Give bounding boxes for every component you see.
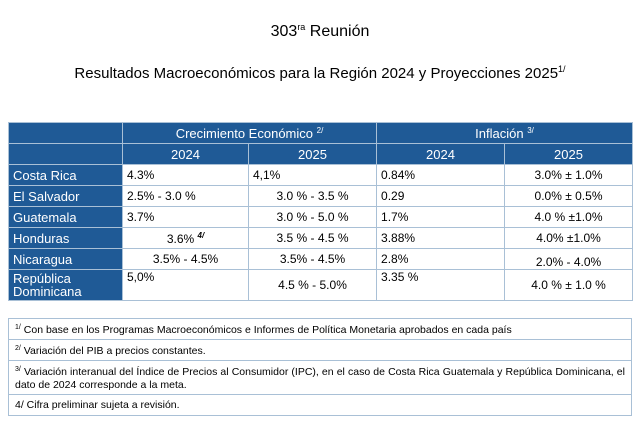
inflation-2025-cell: 4.0 % ±1.0% (504, 206, 634, 228)
footnote-mark: 1/ (15, 324, 21, 331)
inflation-2024-cell: 3.35 % (376, 269, 506, 301)
growth-2024-value: 3.6% (166, 231, 195, 246)
header-blank-cell (8, 122, 123, 144)
header-growth-label: Crecimiento Económico (175, 125, 313, 141)
table-row-guatemala: Guatemala 3.7% 3.0 % - 5.0 % 1.7% 4.0 % … (8, 206, 634, 228)
header-growth: Crecimiento Económico 2/ (121, 122, 378, 144)
growth-2025-cell: 4.5 % - 5.0% (247, 269, 378, 301)
header-blank-cell (8, 143, 123, 165)
table-row-nicaragua: Nicaragua 3.5% - 4.5% 3.5% - 4.5% 2.8% 2… (8, 248, 634, 270)
growth-2025-cell: 3.0 % - 5.0 % (247, 206, 378, 228)
inflation-2025-cell: 4.0% ±1.0% (504, 227, 634, 249)
table-row-el-salvador: El Salvador 2.5% - 3.0 % 3.0 % - 3.5 % 0… (8, 185, 634, 207)
footnote-text: Variación interanual del Índice de Preci… (15, 366, 625, 391)
country-cell: El Salvador (8, 185, 123, 207)
inflation-2025-cell: 0.0% ± 0.5% (504, 185, 634, 207)
footnote-mark: 3/ (15, 366, 21, 373)
footnote-row: 1/ Con base en los Programas Macroeconóm… (8, 318, 632, 340)
header-inflation: Inflación 3/ (376, 122, 634, 144)
growth-2025-cell: 3.0 % - 3.5 % (247, 185, 378, 207)
footnote-mark: 2/ (15, 345, 21, 352)
results-title-text: Resultados Macroeconómicos para la Regió… (74, 65, 559, 82)
header-year-inflation-2025: 2025 (504, 143, 634, 165)
header-year-growth-2025: 2025 (247, 143, 378, 165)
growth-2024-cell: 4.3% (122, 164, 249, 186)
table-group-header-row: Crecimiento Económico 2/ Inflación 3/ (8, 122, 634, 144)
header-year-inflation-2024: 2024 (376, 143, 506, 165)
growth-2024-cell: 3.7% (122, 206, 249, 228)
table-year-header-row: 2024 2025 2024 2025 (8, 143, 634, 165)
growth-2024-cell: 3.6% 4/ (122, 227, 249, 249)
meeting-number-suffix: ra (297, 22, 306, 32)
country-cell: Guatemala (8, 206, 123, 228)
meeting-word: Reunión (309, 23, 370, 40)
country-cell: República Dominicana (8, 269, 123, 301)
growth-2024-cell: 3.5% - 4.5% (122, 248, 249, 270)
inflation-2025-cell: 3.0% ± 1.0% (504, 164, 634, 186)
country-cell: Nicaragua (8, 248, 123, 270)
footnote-1: 1/ Con base en los Programas Macroeconóm… (8, 318, 632, 340)
results-title: Resultados Macroeconómicos para la Regió… (0, 64, 640, 82)
macro-results-table: Crecimiento Económico 2/ Inflación 3/ 20… (8, 122, 634, 301)
footnotes-table: 1/ Con base en los Programas Macroeconóm… (8, 318, 632, 416)
country-cell: Honduras (8, 227, 123, 249)
footnote-2: 2/ Variación del PIB a precios constante… (8, 339, 632, 361)
footnote-3: 3/ Variación interanual del Índice de Pr… (8, 360, 632, 395)
growth-2025-cell: 3.5 % - 4.5 % (247, 227, 378, 249)
header-inflation-label: Inflación (475, 125, 524, 141)
footnote-text: Con base en los Programas Macroeconómico… (23, 324, 512, 336)
growth-2024-cell: 5,0% (122, 269, 249, 301)
meeting-number: 303 (270, 23, 298, 40)
table-row-costa-rica: Costa Rica 4.3% 4,1% 0.84% 3.0% ± 1.0% (8, 164, 634, 186)
inflation-2025-cell: 4.0 % ± 1.0 % (504, 269, 634, 301)
header-year-growth-2024: 2024 (122, 143, 249, 165)
table-row-republica-dominicana: República Dominicana 5,0% 4.5 % - 5.0% 3… (8, 269, 634, 301)
inflation-2024-cell: 0.29 (376, 185, 506, 207)
inflation-2025-cell: 2.0% - 4.0% (504, 248, 634, 270)
inflation-2024-cell: 0.84% (376, 164, 506, 186)
header-inflation-note: 3/ (527, 125, 534, 135)
growth-2025-cell: 3.5% - 4.5% (247, 248, 378, 270)
footnote-row: 3/ Variación interanual del Índice de Pr… (8, 360, 632, 395)
footnote-row: 4/ Cifra preliminar sujeta a revisión. (8, 394, 632, 416)
footnote-row: 2/ Variación del PIB a precios constante… (8, 339, 632, 361)
inflation-2024-cell: 1.7% (376, 206, 506, 228)
header-growth-note: 2/ (316, 125, 324, 135)
inflation-2024-cell: 2.8% (376, 248, 506, 270)
growth-2024-cell: 2.5% - 3.0 % (122, 185, 249, 207)
footnote-text: Variación del PIB a precios constantes. (23, 345, 206, 357)
inflation-2024-cell: 3.88% (376, 227, 506, 249)
meeting-title: 303ra Reunión (0, 22, 640, 41)
results-title-footnote-mark: 1/ (558, 64, 566, 74)
growth-2024-footnote-mark: 4/ (197, 230, 205, 240)
country-cell: Costa Rica (8, 164, 123, 186)
table-row-honduras: Honduras 3.6% 4/ 3.5 % - 4.5 % 3.88% 4.0… (8, 227, 634, 249)
growth-2025-cell: 4,1% (247, 164, 378, 186)
footnote-4: 4/ Cifra preliminar sujeta a revisión. (8, 394, 632, 416)
